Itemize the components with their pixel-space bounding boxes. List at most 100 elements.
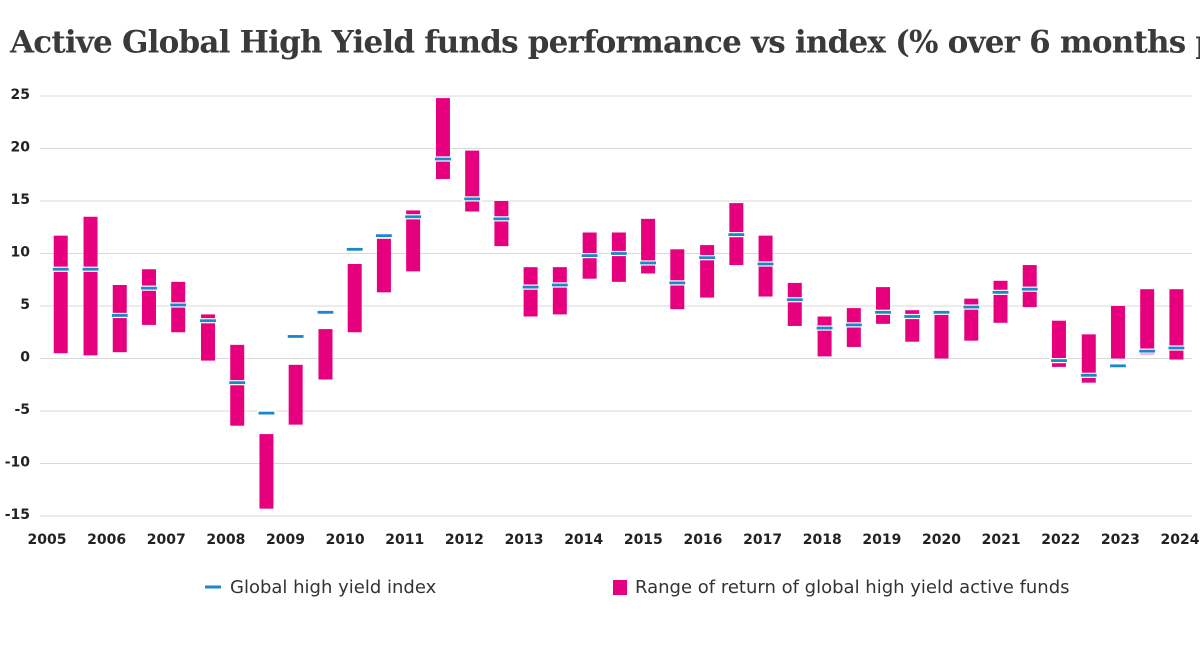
index-marker: [257, 410, 276, 416]
range-bar: [1140, 289, 1155, 355]
index-marker: [727, 232, 746, 238]
x-tick-label: 2023: [1101, 532, 1140, 548]
index-marker: [139, 285, 159, 291]
index-marker: [374, 233, 394, 239]
range-bar: [1110, 306, 1125, 359]
range-bar: [230, 344, 245, 426]
index-marker: [1108, 363, 1128, 369]
x-tick-label: 2020: [922, 532, 961, 548]
range-bar: [112, 285, 127, 353]
range-bar: [53, 235, 68, 354]
y-tick-label: -5: [14, 402, 30, 418]
index-marker: [903, 313, 922, 320]
x-tick-label: 2005: [28, 532, 67, 548]
y-tick-label: 10: [11, 245, 31, 261]
index-marker: [638, 260, 658, 266]
index-marker: [962, 304, 981, 310]
x-tick-label: 2009: [266, 532, 305, 548]
index-marker: [1138, 348, 1157, 354]
index-marker: [785, 297, 804, 303]
index-marker: [463, 196, 482, 202]
index-marker: [550, 282, 569, 288]
index-marker: [991, 289, 1010, 295]
index-marker: [698, 255, 717, 261]
x-tick-label: 2021: [982, 532, 1021, 548]
range-bar: [1169, 289, 1184, 360]
index-marker: [932, 309, 951, 315]
index-marker: [492, 216, 511, 222]
index-marker: [1079, 372, 1098, 378]
x-tick-label: 2024: [1161, 532, 1200, 548]
index-marker: [169, 302, 188, 308]
legend-label: Global high yield index: [230, 577, 437, 598]
range-bar: [259, 434, 274, 509]
index-marker: [1167, 345, 1186, 351]
x-tick-label: 2013: [505, 532, 544, 548]
range-bar: [934, 313, 949, 359]
x-tick-label: 2006: [87, 532, 126, 548]
y-tick-label: 0: [20, 350, 30, 366]
index-marker: [815, 325, 834, 331]
y-tick-label: -10: [5, 455, 31, 471]
index-marker: [668, 280, 687, 286]
index-marker: [404, 214, 423, 220]
range-bar: [817, 316, 832, 357]
range-bar: [1081, 334, 1096, 383]
range-bar: [1051, 320, 1066, 367]
index-marker: [345, 246, 364, 252]
range-bar: [611, 232, 626, 282]
index-marker: [228, 380, 247, 386]
index-marker: [51, 266, 70, 272]
range-bar: [523, 267, 538, 317]
y-tick-label: 20: [11, 140, 31, 156]
index-marker: [580, 253, 599, 259]
x-tick-label: 2017: [743, 532, 782, 548]
range-bar: [201, 314, 216, 361]
x-tick-label: 2012: [445, 532, 484, 548]
x-tick-label: 2014: [564, 532, 603, 548]
index-marker: [521, 284, 540, 290]
index-marker: [110, 312, 129, 319]
index-marker: [316, 309, 335, 315]
range-bar: [1022, 265, 1037, 308]
range-bar: [552, 267, 567, 315]
legend: Global high yield index Range of return …: [205, 577, 1070, 598]
x-tick-label: 2010: [326, 532, 365, 548]
x-tick-label: 2011: [385, 532, 424, 548]
range-bar: [141, 269, 156, 325]
y-tick-label: 5: [20, 297, 30, 313]
legend-label: Range of return of global high yield act…: [635, 577, 1070, 598]
index-marker: [433, 156, 453, 162]
index-marker: [1049, 358, 1069, 364]
range-bar: [787, 282, 802, 326]
x-tick-label: 2018: [803, 532, 842, 548]
range-bar: [376, 238, 391, 293]
range-bar: [846, 308, 861, 347]
range-bar: [494, 201, 509, 247]
x-tick-label: 2019: [862, 532, 901, 548]
range-bar: [406, 210, 421, 272]
y-tick-label: -15: [5, 507, 30, 523]
y-tick-label: 25: [11, 87, 30, 103]
x-tick-label: 2007: [147, 532, 186, 548]
range-bar: [876, 287, 891, 324]
range-bar: [993, 280, 1008, 323]
index-marker: [756, 261, 775, 267]
legend-swatch: [205, 585, 221, 589]
range-bar: [670, 249, 685, 310]
range-bar: [435, 98, 450, 179]
plot-area: [51, 98, 1186, 509]
range-bar: [318, 329, 333, 380]
range-bar: [700, 245, 715, 298]
x-tick-label: 2022: [1041, 532, 1080, 548]
index-marker: [81, 266, 100, 272]
y-tick-label: 15: [11, 192, 30, 208]
index-marker: [198, 318, 218, 324]
index-marker: [873, 309, 893, 315]
x-tick-label: 2016: [683, 532, 722, 548]
range-bar: [641, 218, 656, 274]
range-bar: [288, 364, 303, 425]
x-tick-label: 2015: [624, 532, 663, 548]
